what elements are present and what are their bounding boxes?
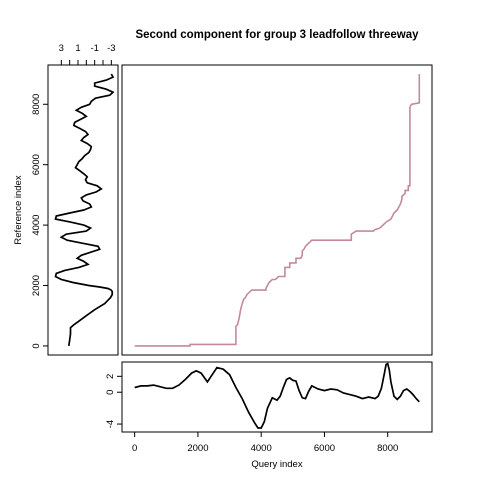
left-plot: 0 2000 4000 6000 8000 3 1 -1 -3 xyxy=(31,43,116,349)
top-tick-label: 1 xyxy=(75,43,80,54)
x-tick-label: 8000 xyxy=(377,443,398,454)
bottom-y-tick-label: -4 xyxy=(105,420,116,428)
bottom-plot-frame xyxy=(121,361,433,433)
chart-title: Second component for group 3 leadfollow … xyxy=(135,29,419,41)
bottom-y-tick-label: 0 xyxy=(105,390,116,395)
query-curve xyxy=(134,362,420,429)
top-tick-label: -1 xyxy=(90,43,98,54)
x-axis-label: Query index xyxy=(251,459,302,470)
y-tick-label: 0 xyxy=(31,343,42,348)
bottom-plot: 2 0 -4 0 2000 4000 6000 8000 xyxy=(105,362,420,454)
reference-curve xyxy=(54,73,115,347)
left-plot-frame xyxy=(47,64,119,356)
main-plot xyxy=(134,74,421,347)
y-tick-label: 4000 xyxy=(31,215,42,236)
main-plot-frame xyxy=(121,64,433,356)
x-tick-label: 6000 xyxy=(314,443,335,454)
y-tick-label: 8000 xyxy=(31,94,42,115)
y-axis-label: Reference index xyxy=(13,175,24,244)
y-tick-label: 6000 xyxy=(31,154,42,175)
top-tick-label: -3 xyxy=(107,43,115,54)
x-tick-label: 4000 xyxy=(251,443,272,454)
x-tick-label: 0 xyxy=(132,443,137,454)
bottom-y-tick-label: 2 xyxy=(105,374,116,379)
y-tick-label: 2000 xyxy=(31,275,42,296)
x-tick-label: 2000 xyxy=(187,443,208,454)
alignment-line xyxy=(134,74,421,347)
top-tick-label: 3 xyxy=(59,43,64,54)
